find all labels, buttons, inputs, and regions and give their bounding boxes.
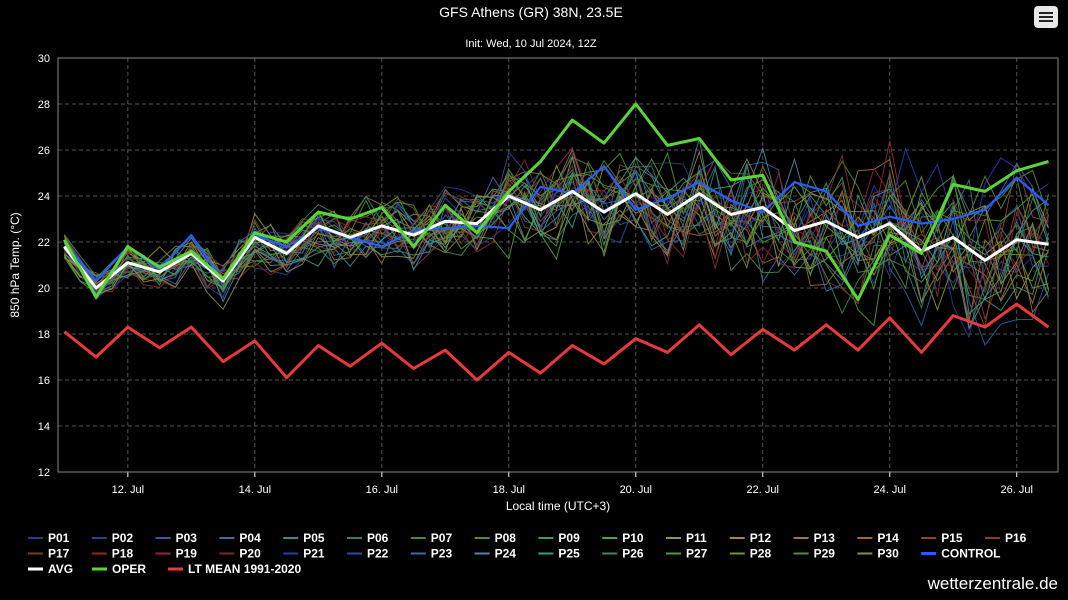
- legend-label: P25: [558, 547, 580, 561]
- y-axis-label: 850 hPa Temp. (°C): [8, 212, 22, 317]
- legend-label: P04: [239, 531, 261, 545]
- legend-label: P09: [558, 531, 580, 545]
- legend-label: P02: [112, 531, 134, 545]
- legend-label: CONTROL: [941, 547, 1000, 561]
- legend-label: P13: [814, 531, 836, 545]
- series-line-p18: [63, 158, 1049, 295]
- x-tick-label: 24. Jul: [874, 484, 906, 496]
- series-line-p28: [63, 158, 1049, 291]
- legend-label: P23: [431, 547, 453, 561]
- y-tick-label: 28: [38, 99, 50, 111]
- x-tick-label: 20. Jul: [620, 484, 652, 496]
- legend-label: P27: [686, 547, 708, 561]
- axes: 12 14 16 18 20 22 24 26 28 30 12. Jul 14. Jul 16. Ju…: [38, 53, 1059, 496]
- brand-logo: wetterzentrale.de: [927, 574, 1058, 593]
- legend-label: P29: [814, 547, 836, 561]
- x-tick-label: 16. Jul: [366, 484, 398, 496]
- series-line-p16: [63, 175, 1049, 321]
- y-tick-label: 14: [38, 421, 50, 433]
- series-line-oper: [62, 102, 1049, 301]
- menu-icon: [1039, 16, 1053, 18]
- series-line-lt-mean-1991-2020: [63, 302, 1050, 382]
- legend-label: P06: [367, 531, 389, 545]
- legend-label: P18: [112, 547, 134, 561]
- legend-label: P15: [941, 531, 963, 545]
- legend: P01 P02 P03 P04 P05 P06 P07 P08 P09 P10 P11 P12 P13 P…: [28, 531, 1027, 576]
- y-tick-label: 16: [38, 375, 50, 387]
- menu-icon: [1039, 12, 1053, 14]
- y-tick-label: 30: [38, 53, 50, 65]
- legend-label: P14: [877, 531, 899, 545]
- series-line-avg: [63, 189, 1049, 290]
- y-tick-label: 18: [38, 329, 50, 341]
- legend-label: P17: [48, 547, 70, 561]
- series-line-p24: [63, 146, 1049, 331]
- legend-label: P26: [622, 547, 644, 561]
- series-line-p22: [63, 151, 1049, 298]
- legend-label: P16: [1005, 531, 1027, 545]
- chart-subtitle: Init: Wed, 10 Jul 2024, 12Z: [465, 38, 597, 50]
- x-tick-label: 18. Jul: [493, 484, 525, 496]
- legend-label: P24: [495, 547, 517, 561]
- legend-label: P30: [877, 547, 899, 561]
- x-tick-label: 12. Jul: [112, 484, 144, 496]
- legend-label: P12: [750, 531, 772, 545]
- series-line-p30: [64, 158, 1049, 311]
- legend-label: P08: [495, 531, 517, 545]
- plot-frame: [57, 57, 1059, 473]
- x-axis-label: Local time (UTC+3): [506, 499, 610, 513]
- legend-label: LT MEAN 1991-2020: [188, 562, 301, 576]
- y-tick-label: 24: [38, 191, 50, 203]
- y-tick-label: 22: [38, 237, 50, 249]
- x-tick-label: 26. Jul: [1001, 484, 1033, 496]
- legend-label: P03: [176, 531, 198, 545]
- x-tick-label: 14. Jul: [239, 484, 271, 496]
- y-tick-label: 12: [38, 467, 50, 479]
- legend-label: P28: [750, 547, 772, 561]
- menu-button[interactable]: [1034, 6, 1058, 28]
- legend-label: P07: [431, 531, 453, 545]
- series-line-p29: [63, 161, 1049, 292]
- legend-label: OPER: [112, 562, 146, 576]
- series-line-p23: [63, 159, 1049, 300]
- legend-label: AVG: [48, 562, 73, 576]
- legend-label: P22: [367, 547, 389, 561]
- legend-label: P19: [176, 547, 198, 561]
- x-tick-label: 22. Jul: [747, 484, 779, 496]
- legend-label: P05: [303, 531, 325, 545]
- y-tick-label: 20: [38, 283, 50, 295]
- legend-label: P11: [686, 531, 707, 545]
- y-tick-label: 26: [38, 145, 50, 157]
- main-series-lines: [62, 102, 1050, 382]
- legend-label: P21: [303, 547, 325, 561]
- legend-label: P01: [48, 531, 70, 545]
- legend-label: P10: [622, 531, 644, 545]
- menu-icon: [1039, 20, 1053, 22]
- grid-lines: [58, 57, 1058, 473]
- chart-title: GFS Athens (GR) 38N, 23.5E: [439, 4, 623, 20]
- legend-label: P20: [239, 547, 261, 561]
